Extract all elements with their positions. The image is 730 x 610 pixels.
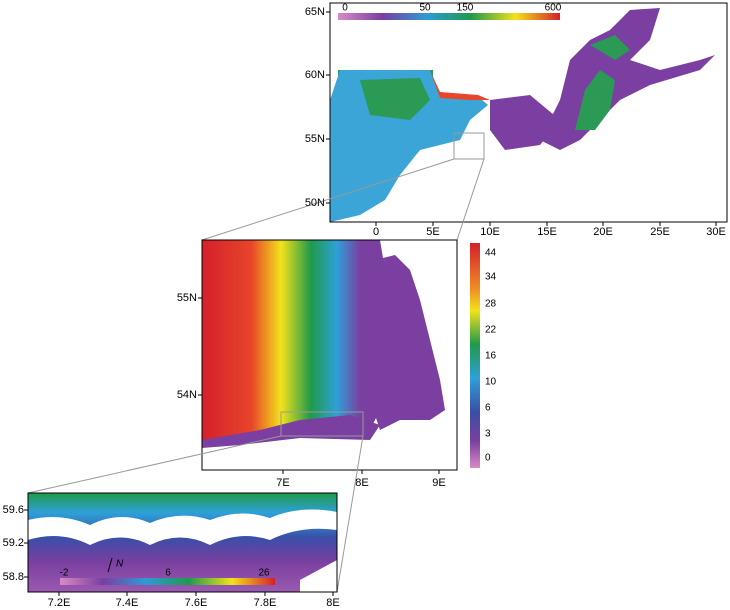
y-tick-label: 60N bbox=[305, 69, 325, 81]
sea-area bbox=[590, 35, 630, 60]
y-tick-label: 55N bbox=[305, 133, 325, 145]
x-tick-label: 30E bbox=[706, 226, 726, 238]
x-tick-label: 20E bbox=[593, 226, 613, 238]
colorbar-label: 16 bbox=[485, 351, 497, 362]
colorbar-label: 34 bbox=[485, 272, 497, 283]
y-tick-label: 50N bbox=[305, 197, 325, 209]
x-tick-label: 7.4E bbox=[116, 597, 139, 609]
x-tick-label: 15E bbox=[537, 226, 557, 238]
colorbar-label: 6 bbox=[485, 403, 491, 414]
north-arrow bbox=[107, 557, 113, 573]
colorbar-label: 600 bbox=[545, 3, 562, 14]
map-panel bbox=[27, 492, 338, 593]
map-frame bbox=[201, 239, 458, 471]
x-tick-label: 25E bbox=[650, 226, 670, 238]
north-label: N bbox=[116, 559, 124, 570]
x-tick-label: 9E bbox=[432, 477, 445, 489]
colorbar bbox=[60, 578, 275, 585]
map-panel bbox=[201, 239, 480, 471]
x-tick-label: 8E bbox=[355, 477, 368, 489]
sea-area bbox=[430, 70, 490, 100]
colorbar-label: 22 bbox=[485, 325, 497, 336]
sea-area bbox=[575, 70, 615, 130]
land bbox=[300, 560, 337, 592]
zoom-box bbox=[280, 411, 364, 437]
colorbar-label: 26 bbox=[258, 568, 270, 579]
colorbar-label: 10 bbox=[485, 377, 497, 388]
sea-area bbox=[202, 240, 400, 445]
colorbar-label: -2 bbox=[60, 568, 69, 579]
y-tick-label: 54N bbox=[177, 389, 197, 401]
map-panel bbox=[329, 2, 728, 223]
x-tick-label: 0 bbox=[373, 226, 379, 238]
y-tick-label: 59.2 bbox=[3, 537, 24, 549]
sea-area bbox=[202, 415, 380, 448]
y-tick-label: 58.8 bbox=[3, 571, 24, 583]
zoom-line bbox=[456, 158, 485, 241]
island bbox=[28, 509, 337, 545]
colorbar bbox=[338, 13, 560, 20]
colorbar-label: 150 bbox=[457, 3, 474, 14]
x-tick-label: 10E bbox=[480, 226, 500, 238]
colorbar-label: 0 bbox=[485, 453, 491, 464]
colorbar-label: 28 bbox=[485, 299, 497, 310]
y-tick-label: 59.6 bbox=[3, 504, 24, 516]
x-tick-label: 7E bbox=[276, 477, 289, 489]
x-tick-label: 8E bbox=[326, 597, 339, 609]
colorbar bbox=[470, 243, 480, 468]
x-tick-label: 7.6E bbox=[185, 597, 208, 609]
zoom-box bbox=[453, 132, 485, 160]
colorbar-label: 44 bbox=[485, 248, 497, 259]
x-tick-label: 5E bbox=[426, 226, 439, 238]
zoom-line bbox=[336, 435, 364, 593]
sea-area bbox=[370, 255, 445, 430]
x-tick-label: 7.2E bbox=[48, 597, 71, 609]
sea-area bbox=[28, 493, 337, 592]
zoom-line bbox=[201, 158, 455, 241]
colorbar-label: 3 bbox=[485, 429, 491, 440]
y-tick-label: 55N bbox=[177, 292, 197, 304]
sea-area bbox=[490, 95, 560, 150]
sea-area bbox=[360, 78, 430, 120]
colorbar-label: 6 bbox=[165, 568, 171, 579]
zoom-line bbox=[27, 435, 282, 494]
colorbar-label: 0 bbox=[342, 3, 348, 14]
colorbar-label: 50 bbox=[419, 3, 431, 14]
y-tick-label: 65N bbox=[305, 6, 325, 18]
x-tick-label: 7.8E bbox=[254, 597, 277, 609]
map-frame bbox=[329, 2, 728, 223]
